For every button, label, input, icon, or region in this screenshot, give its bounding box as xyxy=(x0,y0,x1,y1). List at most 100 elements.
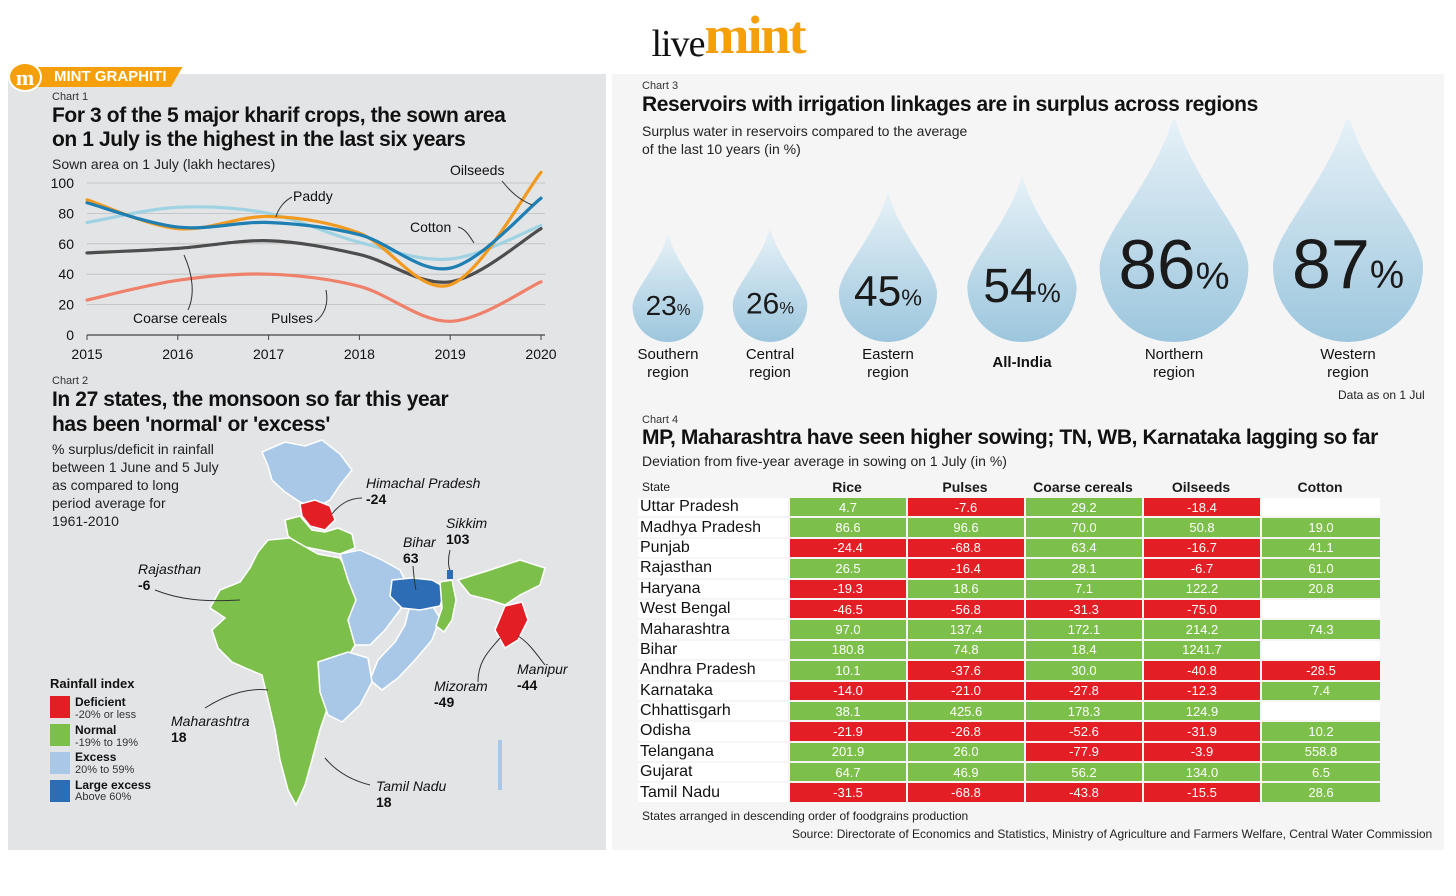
table-cell: 86.6 xyxy=(788,518,906,537)
state-name: West Bengal xyxy=(638,599,788,619)
table-cell: 96.6 xyxy=(906,518,1024,537)
tamilnadu-name: Tamil Nadu xyxy=(376,778,447,794)
legend-excess-range: 20% to 59% xyxy=(75,764,135,776)
table-row: Maharashtra 97.0 137.4 172.1 214.2 74.3 xyxy=(638,620,1380,639)
water-drop xyxy=(1099,120,1249,342)
legend-swatch-large-excess xyxy=(50,780,70,802)
table-cell: 38.1 xyxy=(788,701,906,721)
table-cell: 28.1 xyxy=(1024,559,1142,578)
chart4-subtitle: Deviation from five-year average in sowi… xyxy=(642,453,1007,469)
state-name: Gujarat xyxy=(638,763,788,782)
table-cell: -40.8 xyxy=(1142,661,1260,680)
water-drop xyxy=(732,228,808,342)
table-row: Haryana -19.3 18.6 7.1 122.2 20.8 xyxy=(638,579,1380,598)
table-cell: 7.1 xyxy=(1024,579,1142,598)
rajasthan-leader xyxy=(154,589,241,602)
table-row: Karnataka -14.0 -21.0 -27.8 -12.3 7.4 xyxy=(638,681,1380,700)
chart2-desc-1: % surplus/deficit in rainfall xyxy=(52,441,214,457)
drop-value: 26% xyxy=(746,288,794,321)
himachal-value: -24 xyxy=(366,491,386,507)
map-region-manipur-mizoram-deficient xyxy=(494,601,529,650)
table-cell: -12.3 xyxy=(1142,681,1260,700)
table-cell: 122.2 xyxy=(1142,579,1260,598)
chart2-desc-3: as compared to long xyxy=(52,477,179,493)
table-cell: 74.3 xyxy=(1260,620,1380,639)
table-cell: -43.8 xyxy=(1024,783,1142,802)
table-cell: 63.4 xyxy=(1024,538,1142,558)
sikkim-name: Sikkim xyxy=(446,515,488,531)
chart2-title-line1: In 27 states, the monsoon so far this ye… xyxy=(52,388,449,411)
table-header-row: State Rice Pulses Coarse cereals Oilseed… xyxy=(638,478,1380,496)
table-cell: 6.5 xyxy=(1260,763,1380,782)
table-row: Andhra Pradesh 10.1 -37.6 30.0 -40.8 -28.5 xyxy=(638,661,1380,680)
table-cell: -68.8 xyxy=(906,783,1024,802)
legend-large-excess-name: Large excess xyxy=(75,778,151,792)
table-cell: -77.9 xyxy=(1024,742,1142,762)
logo-live-text: live xyxy=(651,23,706,65)
table-cell: 10.1 xyxy=(788,661,906,680)
bihar-value: 63 xyxy=(403,550,419,566)
drop-label-line2: region xyxy=(867,364,909,381)
table-cell: 201.9 xyxy=(788,742,906,762)
water-drop xyxy=(967,175,1077,342)
x-tick-label: 2015 xyxy=(71,346,102,362)
himachal-leader xyxy=(331,497,363,515)
table-cell: -31.3 xyxy=(1024,599,1142,619)
x-tick-label: 2016 xyxy=(162,346,193,362)
chart2-tag: Chart 2 xyxy=(52,375,89,387)
table-cell: -31.5 xyxy=(788,783,906,802)
drop-label-line2: region xyxy=(1327,364,1369,381)
table-cell: -18.4 xyxy=(1142,498,1260,517)
table-cell: 4.7 xyxy=(788,498,906,517)
table-cell: -21.0 xyxy=(906,681,1024,700)
table-cell: 97.0 xyxy=(788,620,906,639)
state-name: Uttar Pradesh xyxy=(638,498,788,517)
table-cell: -46.5 xyxy=(788,599,906,619)
state-name: Punjab xyxy=(638,538,788,558)
bihar-name: Bihar xyxy=(403,534,437,550)
table-cell: 30.0 xyxy=(1024,661,1142,680)
table-cell: 61.0 xyxy=(1260,559,1380,578)
series-line-cotton xyxy=(85,196,543,271)
table-cell: -16.4 xyxy=(906,559,1024,578)
table-cell: 180.8 xyxy=(788,640,906,660)
table-cell: 29.2 xyxy=(1024,498,1142,517)
col-header-coarse-cereals: Coarse cereals xyxy=(1033,479,1133,495)
maharashtra-value: 18 xyxy=(171,729,187,745)
table-cell: 172.1 xyxy=(1024,620,1142,639)
map-region-bengal-normal xyxy=(435,579,457,634)
y-tick-label: 80 xyxy=(58,205,74,221)
table-cell: -7.6 xyxy=(906,498,1024,517)
table-cell: -52.6 xyxy=(1024,722,1142,741)
legend-normal-name: Normal xyxy=(75,723,116,737)
map-region-north-excess xyxy=(261,439,353,509)
table-cell: 19.0 xyxy=(1260,518,1380,537)
table-cell: 18.4 xyxy=(1024,640,1142,660)
table-cell: 70.0 xyxy=(1024,518,1142,537)
bihar-leader xyxy=(412,565,417,591)
table-cell: -26.8 xyxy=(906,722,1024,741)
map-region-northeast-normal xyxy=(456,559,546,606)
state-name: Bihar xyxy=(638,640,788,660)
legend-normal-range: -19% to 19% xyxy=(75,737,138,749)
table-cell: -6.7 xyxy=(1142,559,1260,578)
chart1-title-line2: on 1 July is the highest in the last six… xyxy=(52,128,466,151)
himachal-name: Himachal Pradesh xyxy=(366,475,481,491)
mizoram-value: -49 xyxy=(434,694,454,710)
drop-value: 54% xyxy=(983,259,1060,313)
drop-label: Eastern xyxy=(862,346,914,363)
table-row: Chhattisgarh 38.1 425.6 178.3 124.9 xyxy=(638,701,1380,721)
paddy-leader-line xyxy=(275,196,293,218)
table-row: Odisha -21.9 -26.8 -52.6 -31.9 10.2 xyxy=(638,722,1380,741)
state-name: Odisha xyxy=(638,722,788,741)
state-name: Telangana xyxy=(638,742,788,762)
table-cell: -75.0 xyxy=(1142,599,1260,619)
chart4-footnote: States arranged in descending order of f… xyxy=(642,809,969,823)
cotton-leader-line xyxy=(457,226,475,244)
table-cell: 50.8 xyxy=(1142,518,1260,537)
table-cell: -28.5 xyxy=(1260,661,1380,680)
chart2-desc-5: 1961-2010 xyxy=(52,513,119,529)
table-cell: -3.9 xyxy=(1142,742,1260,762)
y-tick-label: 0 xyxy=(66,327,74,343)
chart2-desc-2: between 1 June and 5 July xyxy=(52,459,219,475)
